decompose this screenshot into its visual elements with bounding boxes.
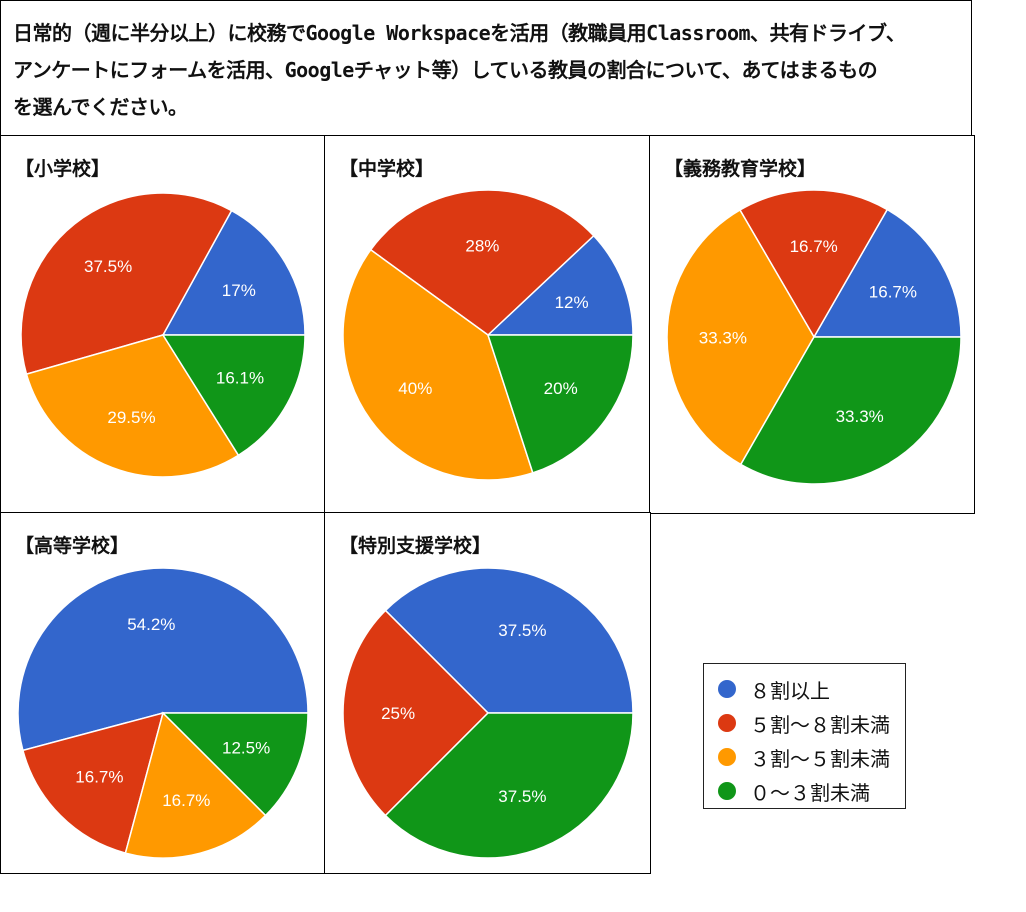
chart-title-elementary: 【小学校】 [15,158,111,180]
chart-panel-compulsory: 【義務教育学校】 16.7% 16.7% 33.3% 33.3% [649,135,975,514]
slice-3-5wari [342,248,534,481]
slice-data-label: 16.7% [869,282,917,301]
slice-0-3wari [486,334,634,474]
slice-data-label: 29.5% [107,408,155,427]
slice-0-3wari [161,334,306,457]
slice-data-label: 37.5% [84,257,132,276]
legend-label: ３割～５割未満 [750,746,890,771]
pie-chart-elementary: 17% 37.5% 29.5% 16.1% [20,192,306,478]
slice-8wari-ijo [384,567,634,714]
slice-data-label: 16.7% [75,768,123,787]
slice-data-label: 33.3% [836,407,884,426]
legend-dot-blue [718,680,736,698]
slice-data-label: 40% [398,379,432,398]
slice-3-5wari [124,711,267,859]
slice-5-8wari [20,192,233,376]
legend-item: ８割以上 [718,675,830,703]
legend-label: ０～３割未満 [750,780,870,805]
chart-panel-junior-high: 【中学校】 12% 28% 40% 20% [324,135,651,514]
slice-0-3wari [739,336,962,485]
slice-5-8wari [369,189,595,336]
legend-item: ３割～５割未満 [718,743,890,771]
chart-panel-elementary: 【小学校】 17% 37.5% 29.5% 16.1% [0,135,326,514]
slice-8wari-ijo [486,234,634,336]
slice-data-label: 16.7% [162,791,210,810]
legend-item: ０～３割未満 [718,777,870,805]
slice-data-label: 37.5% [498,621,546,640]
slice-5-8wari [21,711,165,854]
pie-chart-compulsory: 16.7% 16.7% 33.3% 33.3% [666,189,962,485]
slice-data-label: 16.7% [790,237,838,256]
slice-data-label: 28% [465,236,499,255]
chart-legend: ８割以上 ５割～８割未満 ３割～５割未満 ０～３割未満 [703,663,906,809]
slice-data-label: 12.5% [222,738,270,757]
chart-title-compulsory: 【義務教育学校】 [664,158,817,180]
chart-title-high-school: 【高等学校】 [15,535,130,557]
slice-data-label: 12% [555,293,589,312]
pie-chart-junior-high: 12% 28% 40% 20% [342,189,634,481]
slice-5-8wari [342,609,490,817]
slice-data-label: 16.1% [216,369,264,388]
legend-item: ５割～８割未満 [718,709,890,737]
question-box: 日常的（週に半分以上）に校務でGoogle Workspaceを活用（教職員用C… [0,0,972,136]
question-line-2: アンケートにフォームを活用、Googleチャット等）している教員の割合について、… [13,58,878,82]
legend-dot-orange [718,748,736,766]
slice-data-label: 17% [222,281,256,300]
legend-dot-green [718,782,736,800]
pie-chart-high-school: 54.2% 16.7% 16.7% 12.5% [17,567,309,859]
pie-chart-special-support: 37.5% 25% 37.5% [342,567,634,859]
question-text: 日常的（週に半分以上）に校務でGoogle Workspaceを活用（教職員用C… [13,15,963,126]
question-line-3: を選んでください。 [13,95,188,119]
slice-data-label: 20% [544,379,578,398]
slice-8wari-ijo [161,209,306,336]
chart-panel-high-school: 【高等学校】 54.2% 16.7% 16.7% 12.5% [0,512,326,874]
legend-label: ５割～８割未満 [750,712,890,737]
slice-3-5wari [25,334,240,478]
legend-label: ８割以上 [750,678,830,703]
slice-0-3wari [384,712,634,859]
chart-panel-special-support: 【特別支援学校】 37.5% 25% 37.5% [324,512,651,874]
chart-title-special-support: 【特別支援学校】 [339,535,492,557]
legend-dot-red [718,714,736,732]
chart-title-junior-high: 【中学校】 [339,158,435,180]
slice-data-label: 33.3% [699,328,747,347]
slice-8wari-ijo [812,208,962,338]
slice-data-label: 54.2% [127,615,175,634]
slice-8wari-ijo [17,567,309,752]
slice-0-3wari [161,712,309,817]
slice-5-8wari [738,189,889,339]
slice-data-label: 37.5% [498,787,546,806]
slice-data-label: 25% [381,704,415,723]
question-line-1: 日常的（週に半分以上）に校務でGoogle Workspaceを活用（教職員用C… [13,21,906,45]
